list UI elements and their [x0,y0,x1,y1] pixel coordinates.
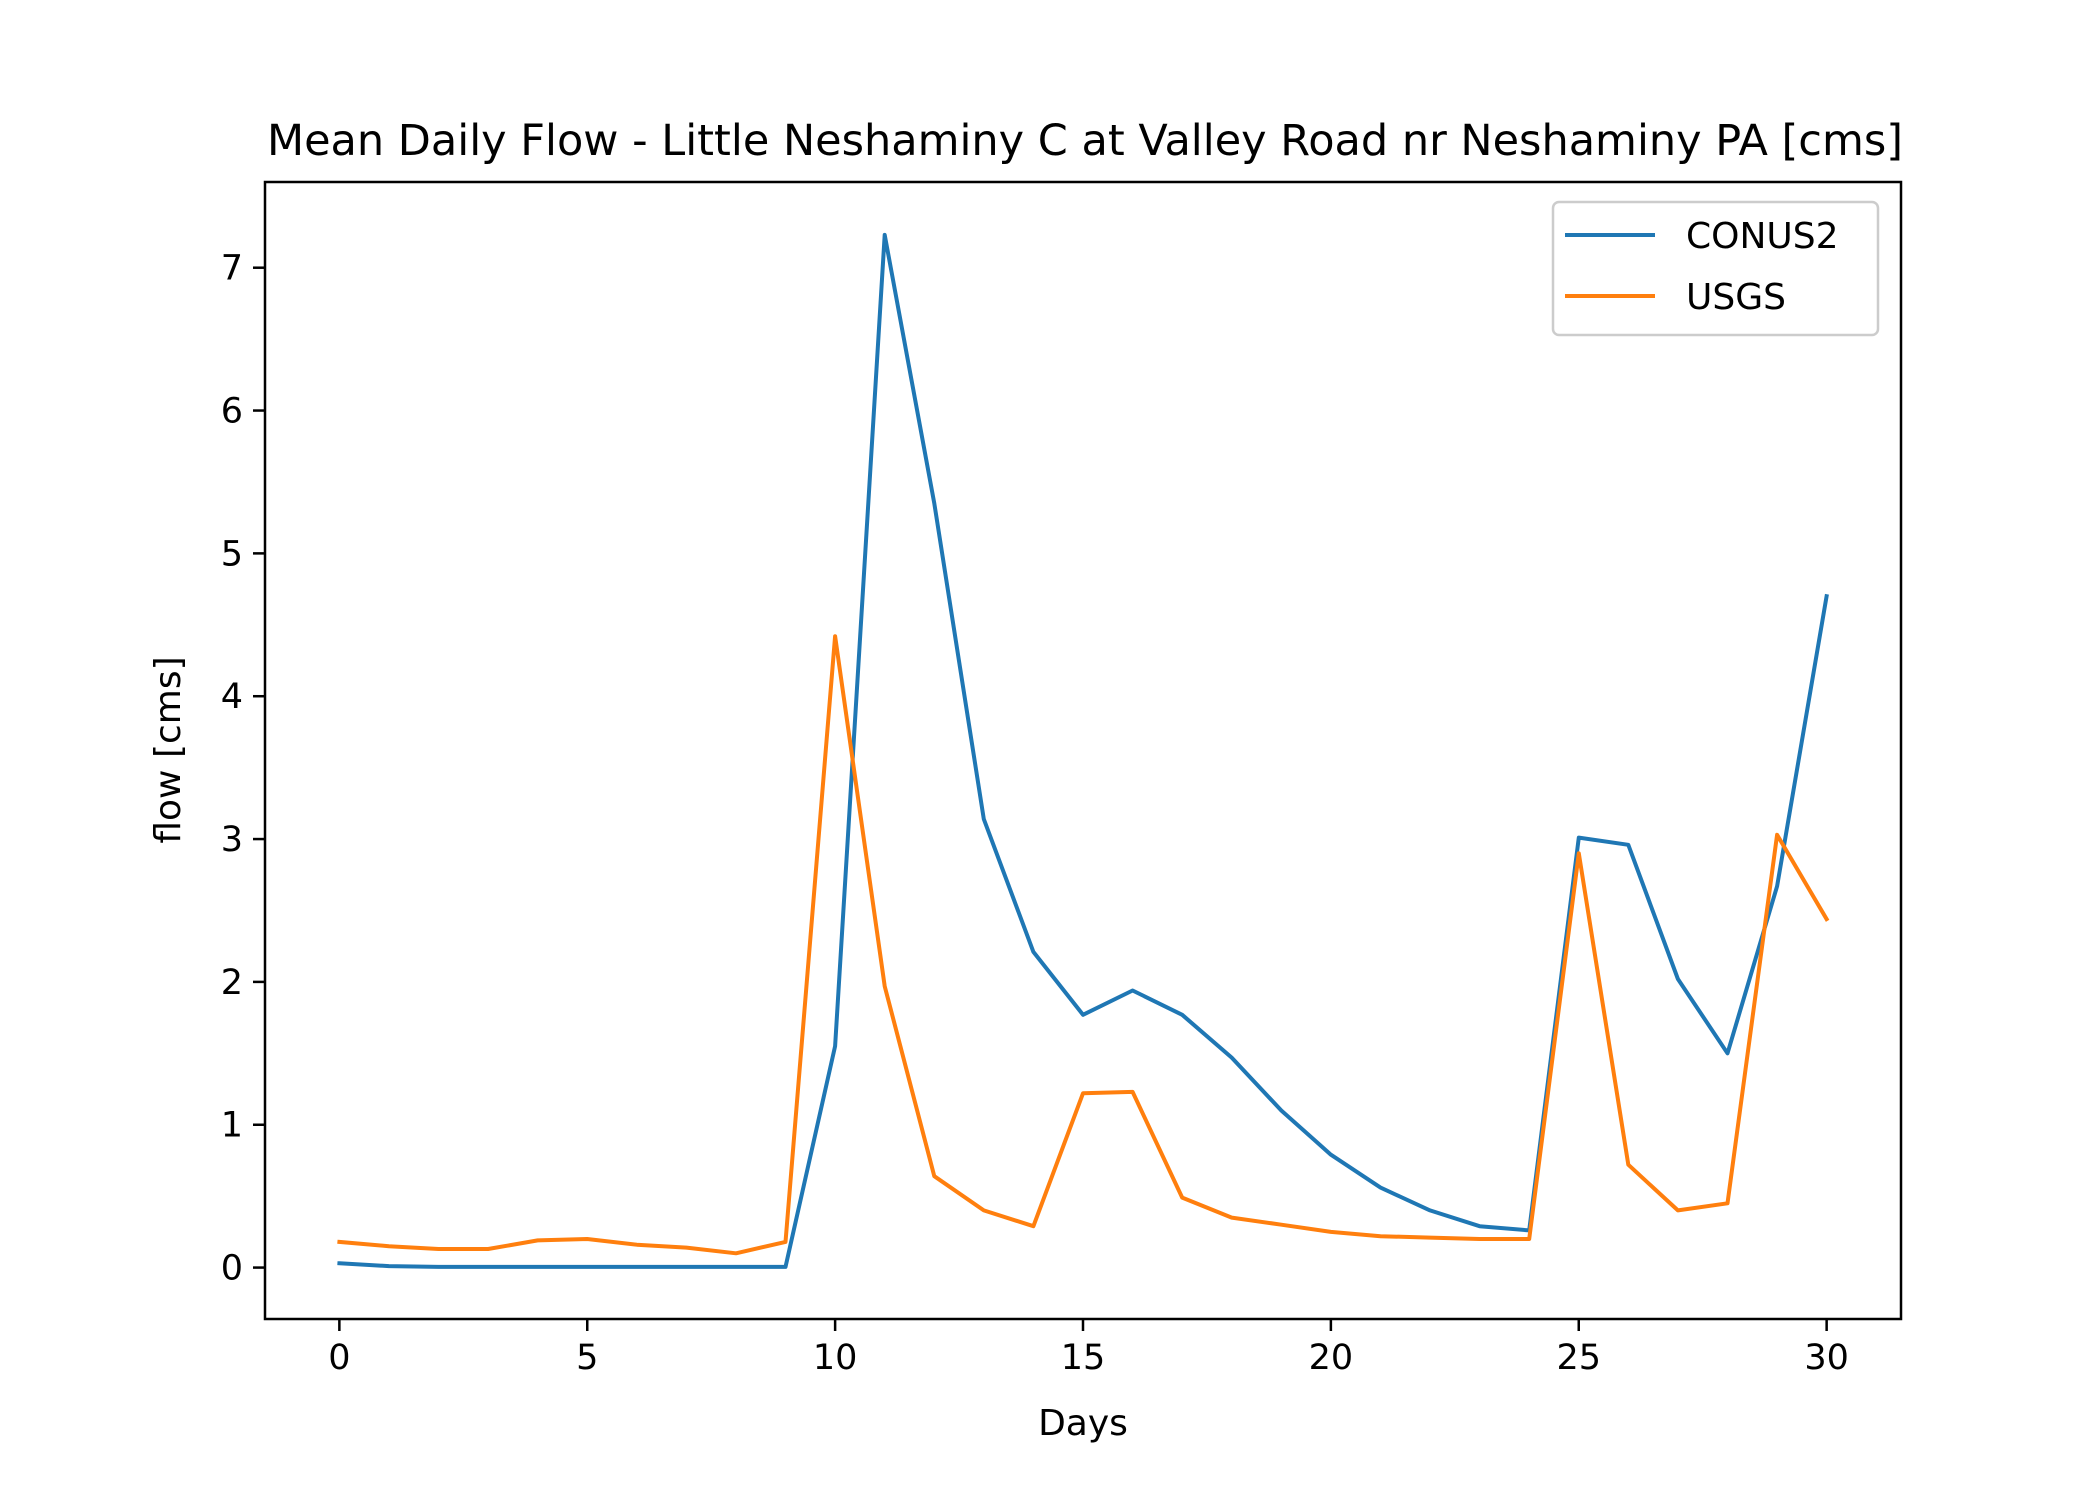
y-tick-label: 2 [221,963,243,1003]
y-tick-label: 6 [221,392,243,432]
axis-ticks: 0 5 10 15 20 25 30 0 1 2 3 4 5 6 7 [221,249,1849,1378]
y-tick-label: 4 [221,677,243,717]
y-tick-label: 1 [221,1106,243,1146]
series-line-conus2 [337,232,1829,1269]
chart-title: Mean Daily Flow - Little Neshaminy C at … [267,116,1903,166]
x-tick-label: 5 [576,1338,598,1378]
legend-label-conus2: CONUS2 [1686,216,1839,257]
y-tick-label: 3 [221,820,243,860]
x-tick-label: 15 [1061,1338,1106,1378]
x-tick-label: 10 [813,1338,858,1378]
plot-frame [263,180,1903,1321]
x-tick-label: 0 [328,1338,350,1378]
plot-area [337,232,1830,1269]
series-line-usgs [337,634,1830,1256]
y-tick-label: 5 [221,534,243,574]
legend: CONUS2 USGS [1551,200,1880,337]
y-axis-label: flow [cms] [148,656,189,843]
x-tick-label: 20 [1309,1338,1354,1378]
x-axis-label: Days [1038,1403,1128,1444]
x-tick-label: 25 [1556,1338,1601,1378]
legend-label-usgs: USGS [1686,277,1786,318]
y-tick-label: 0 [221,1249,243,1289]
y-tick-label: 7 [221,249,243,289]
x-tick-label: 30 [1804,1338,1849,1378]
